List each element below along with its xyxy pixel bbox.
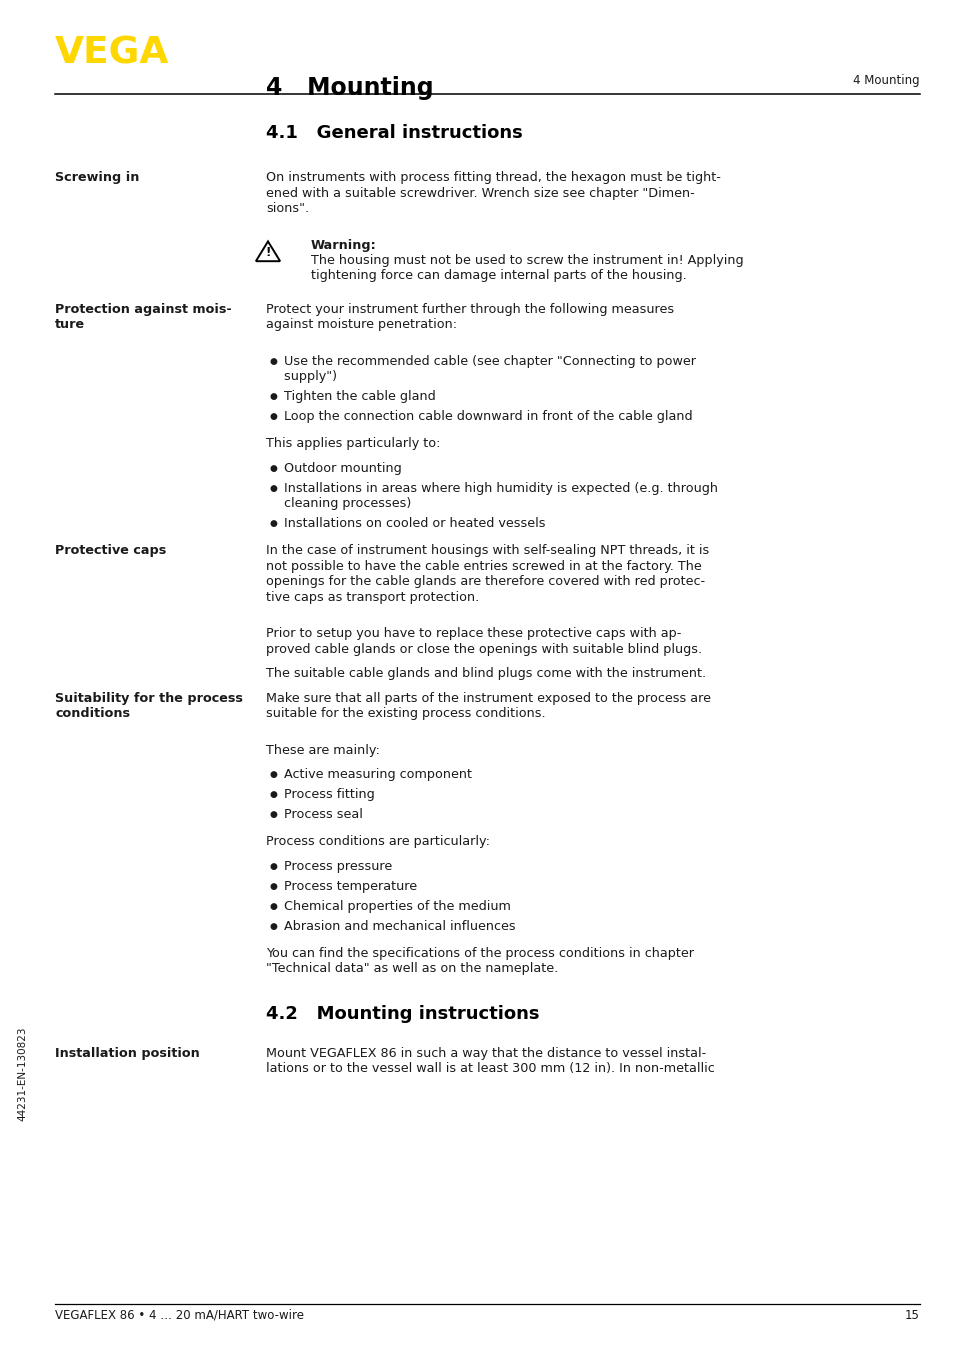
Text: supply"⁣): supply"⁣): [284, 371, 336, 383]
Text: In the case of instrument housings with self-sealing NPT threads, it is: In the case of instrument housings with …: [266, 544, 708, 558]
Text: ●: ●: [269, 357, 276, 366]
Text: 15: 15: [904, 1309, 919, 1322]
Text: ●: ●: [269, 811, 276, 819]
Text: Installations in areas where high humidity is expected (e.g. through: Installations in areas where high humidi…: [284, 482, 718, 496]
Text: Process temperature: Process temperature: [284, 880, 416, 894]
Text: against moisture penetration:: against moisture penetration:: [266, 318, 456, 332]
Text: The suitable cable glands and blind plugs come with the instrument.: The suitable cable glands and blind plug…: [266, 668, 705, 681]
Text: ●: ●: [269, 791, 276, 799]
Text: ●: ●: [269, 922, 276, 932]
Text: Protection against mois-: Protection against mois-: [55, 303, 232, 315]
Text: tightening force can damage internal parts of the housing.: tightening force can damage internal par…: [311, 269, 686, 283]
Text: Protective caps: Protective caps: [55, 544, 166, 558]
Text: VEGA: VEGA: [55, 37, 170, 72]
Text: not possible to have the cable entries screwed in at the factory. The: not possible to have the cable entries s…: [266, 561, 701, 573]
Text: Chemical properties of the medium: Chemical properties of the medium: [284, 900, 511, 913]
Text: Installation position: Installation position: [55, 1047, 199, 1060]
Text: Tighten the cable gland: Tighten the cable gland: [284, 390, 436, 403]
Text: ●: ●: [269, 520, 276, 528]
Text: "Technical data" as well as on the nameplate.: "Technical data" as well as on the namep…: [266, 963, 558, 975]
Text: 4   Mounting: 4 Mounting: [266, 76, 434, 100]
Text: 4.1   General instructions: 4.1 General instructions: [266, 125, 522, 142]
Text: Loop the connection cable downward in front of the cable gland: Loop the connection cable downward in fr…: [284, 410, 692, 424]
Text: Process conditions are particularly:: Process conditions are particularly:: [266, 835, 490, 849]
Text: sions".: sions".: [266, 202, 309, 215]
Text: ●: ●: [269, 393, 276, 402]
Text: !: !: [265, 246, 271, 259]
Text: 4 Mounting: 4 Mounting: [853, 74, 919, 87]
Text: suitable for the existing process conditions.: suitable for the existing process condit…: [266, 708, 545, 720]
Text: The housing must not be used to screw the instrument in! Applying: The housing must not be used to screw th…: [311, 255, 742, 267]
Text: Installations on cooled or heated vessels: Installations on cooled or heated vessel…: [284, 517, 545, 531]
Text: VEGAFLEX 86 • 4 … 20 mA/HART two-wire: VEGAFLEX 86 • 4 … 20 mA/HART two-wire: [55, 1309, 304, 1322]
Text: Process fitting: Process fitting: [284, 788, 375, 802]
Text: Process seal: Process seal: [284, 808, 362, 822]
Text: cleaning processes): cleaning processes): [284, 497, 411, 510]
Text: ●: ●: [269, 862, 276, 871]
Text: Warning:: Warning:: [311, 238, 376, 252]
Text: tive caps as transport protection.: tive caps as transport protection.: [266, 590, 478, 604]
Text: These are mainly:: These are mainly:: [266, 743, 379, 757]
Text: ●: ●: [269, 770, 276, 780]
Text: Prior to setup you have to replace these protective caps with ap-: Prior to setup you have to replace these…: [266, 627, 680, 640]
Text: On instruments with process fitting thread, the hexagon must be tight-: On instruments with process fitting thre…: [266, 171, 720, 184]
Text: You can find the specifications of the process conditions in chapter: You can find the specifications of the p…: [266, 946, 693, 960]
Text: 4.2   Mounting instructions: 4.2 Mounting instructions: [266, 1005, 539, 1024]
Text: Outdoor mounting: Outdoor mounting: [284, 462, 401, 475]
Text: openings for the cable glands are therefore covered with red protec-: openings for the cable glands are theref…: [266, 575, 704, 589]
Text: Screwing in: Screwing in: [55, 171, 139, 184]
Text: Process pressure: Process pressure: [284, 860, 392, 873]
Text: Make sure that all parts of the instrument exposed to the process are: Make sure that all parts of the instrume…: [266, 692, 710, 705]
Text: Suitability for the process: Suitability for the process: [55, 692, 243, 705]
Text: Active measuring component: Active measuring component: [284, 769, 472, 781]
Text: 44231-EN-130823: 44231-EN-130823: [17, 1026, 27, 1121]
Text: conditions: conditions: [55, 708, 130, 720]
Text: proved cable glands or close the openings with suitable blind plugs.: proved cable glands or close the opening…: [266, 643, 701, 655]
Text: Abrasion and mechanical influences: Abrasion and mechanical influences: [284, 919, 515, 933]
Text: This applies particularly to:: This applies particularly to:: [266, 437, 440, 451]
Text: ●: ●: [269, 483, 276, 493]
Text: Mount VEGAFLEX 86 in such a way that the distance to vessel instal-: Mount VEGAFLEX 86 in such a way that the…: [266, 1047, 705, 1060]
Text: lations or to the vessel wall is at least 300 mm (12 in). In non-metallic: lations or to the vessel wall is at leas…: [266, 1063, 714, 1075]
Text: ture: ture: [55, 318, 85, 332]
Text: Protect your instrument further through the following measures: Protect your instrument further through …: [266, 303, 674, 315]
Text: Use the recommended cable (see chapter "⁣Connecting to power: Use the recommended cable (see chapter "…: [284, 355, 696, 368]
Text: ●: ●: [269, 413, 276, 421]
Text: ●: ●: [269, 881, 276, 891]
Text: ened with a suitable screwdriver. Wrench size see chapter "Dimen-: ened with a suitable screwdriver. Wrench…: [266, 187, 694, 199]
Text: ●: ●: [269, 902, 276, 911]
Text: ●: ●: [269, 464, 276, 473]
